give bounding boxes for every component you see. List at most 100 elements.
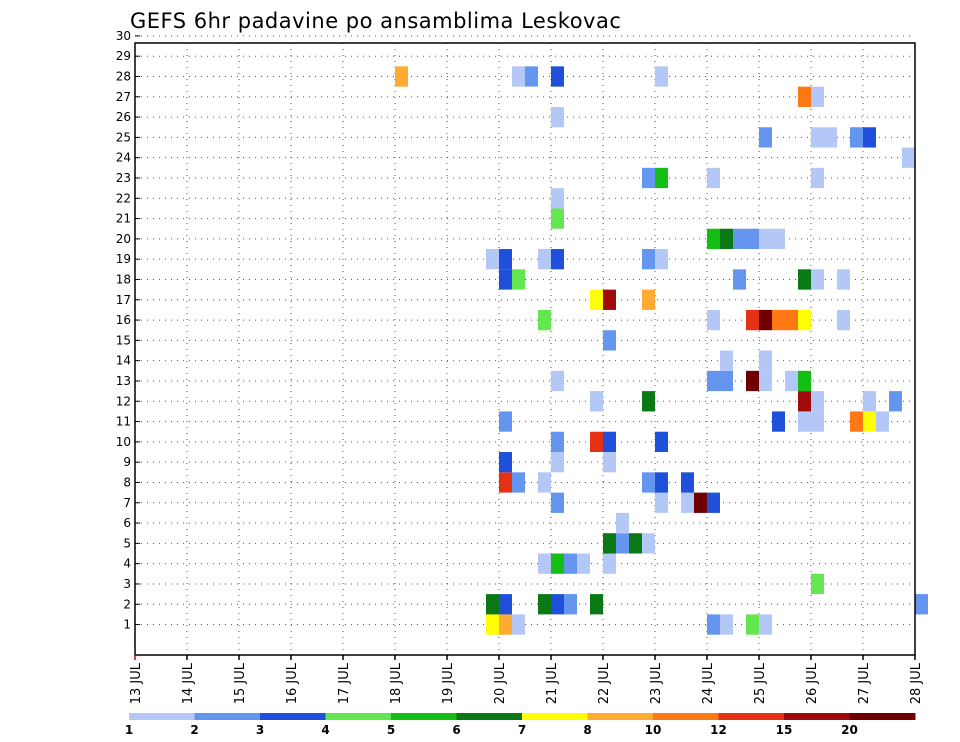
precip-cell [603,553,616,574]
precip-cell [538,594,551,615]
precip-cell [499,411,512,432]
y-tick-label: 7 [123,496,131,510]
precip-cell [655,492,668,513]
precip-cell [811,573,824,595]
x-tick-label: 17 JUL [337,662,352,704]
precip-cell [499,452,512,473]
y-tick-label: 5 [123,536,131,550]
precip-cell [512,66,525,87]
y-tick-label: 2 [123,597,131,611]
precip-cell [551,249,564,270]
precip-cell [551,492,564,513]
grid-lines [135,35,915,655]
precip-cell [655,431,668,453]
precip-cell [603,330,616,351]
x-tick-label: 22 JUL [597,662,612,704]
precip-cell [642,289,655,310]
precip-cell [551,188,564,209]
precip-cell [746,228,759,250]
precip-cell [837,309,850,331]
precip-cell [512,472,525,493]
x-tick-label: 18 JUL [389,662,404,704]
precip-cell [798,309,811,331]
colorbar-tick-label: 5 [387,723,395,737]
precip-cell [603,452,616,473]
colorbar-tick-label: 8 [583,723,591,737]
precip-cell [772,411,785,432]
y-tick-label: 25 [116,130,131,144]
precip-cell [642,249,655,270]
y-tick-label: 15 [116,333,131,347]
precip-cell [395,66,408,87]
precip-cell [798,411,811,432]
x-axis: 13 JUL 14 JUL 15 JUL 16 JUL 17 JUL 18 JUL 19 J… [129,655,924,704]
precip-cell [642,533,655,554]
colorbar-tick-label: 4 [321,723,329,737]
y-tick-label: 18 [116,272,131,286]
precip-cell [798,86,811,107]
precip-cell [486,594,499,615]
precip-cell [759,370,772,392]
precip-cell [486,249,499,270]
y-tick-label: 21 [116,212,131,226]
precip-cell [590,431,603,453]
colorbar-tick-label: 20 [841,723,858,737]
y-tick-label: 30 [116,29,131,43]
precip-cell [746,614,759,635]
precip-cell [499,594,512,615]
x-tick-label: 16 JUL [285,662,300,704]
precip-cell [681,492,694,513]
precip-cell [655,249,668,270]
precip-cell [746,309,759,331]
x-tick-label: 28 JUL [909,662,924,704]
precip-cell [512,614,525,635]
precip-cell [642,472,655,493]
precip-cell [798,370,811,392]
y-tick-label: 1 [123,618,131,632]
y-tick-label: 14 [116,354,131,368]
colorbar-swatch [587,713,654,720]
precip-cell [824,127,837,148]
precip-cell [538,249,551,270]
precip-cell [499,614,512,635]
x-tick-label: 13 JUL [129,662,144,704]
colorbar-swatch [849,713,916,720]
precip-cell [720,228,733,250]
x-tick-label: 23 JUL [649,662,664,704]
y-tick-label: 27 [116,90,131,104]
precip-cell [759,350,772,371]
precip-cell [707,614,720,635]
y-tick-label: 12 [116,394,131,408]
precip-cell [759,228,772,250]
precip-cell [538,472,551,493]
precip-cell [837,269,850,290]
precip-cell [915,594,928,615]
x-tick-label: 25 JUL [753,662,768,704]
data-cells [395,66,928,635]
y-tick-label: 6 [123,516,131,530]
precip-cell [720,370,733,392]
precip-cell [707,370,720,392]
precip-cell [564,553,577,574]
precip-cell [551,370,564,392]
colorbar-swatch [718,713,785,720]
colorbar-swatch [456,713,523,720]
precip-cell [590,594,603,615]
colorbar-tick-label: 10 [645,723,662,737]
y-tick-label: 3 [123,577,131,591]
precip-cell [876,411,889,432]
precip-cell [551,452,564,473]
precip-cell [499,269,512,290]
precip-cell [681,472,694,493]
precip-cell [759,614,772,635]
y-tick-label: 8 [123,475,131,489]
precip-cell [850,127,863,148]
precip-cell [707,309,720,331]
precip-cell [720,350,733,371]
precip-cell [733,269,746,290]
colorbar-swatch [522,713,588,720]
precip-cell [720,614,733,635]
precip-cell [499,249,512,270]
y-tick-label: 4 [123,557,131,571]
